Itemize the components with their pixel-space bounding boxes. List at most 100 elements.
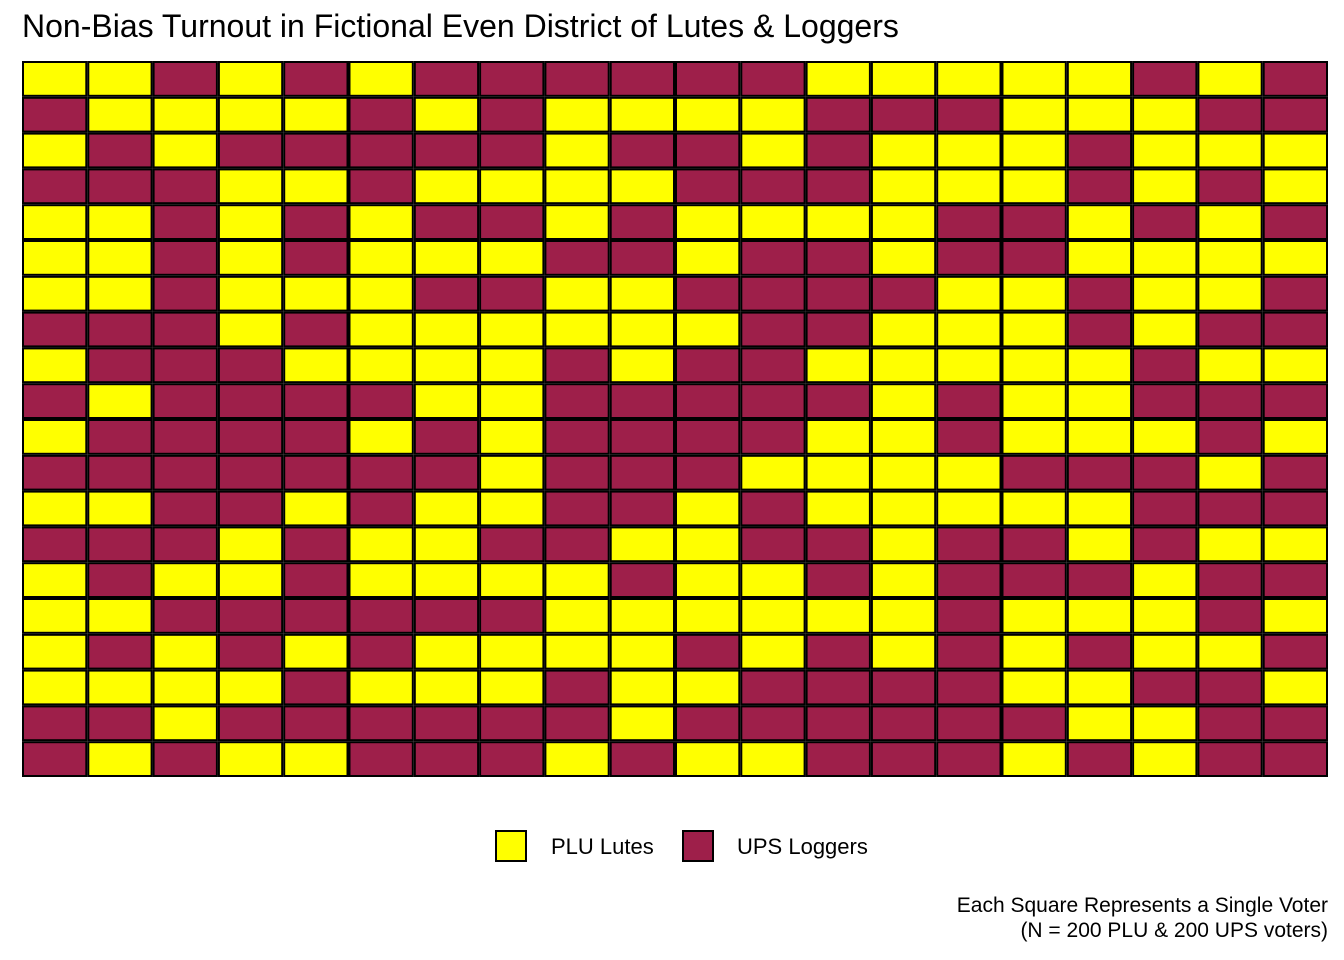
voter-cell xyxy=(348,419,414,455)
voter-cell xyxy=(1262,204,1328,240)
voter-cell xyxy=(870,132,937,169)
voter-cell xyxy=(675,132,741,169)
voter-cell xyxy=(413,96,480,133)
voter-cell xyxy=(609,275,676,312)
voter-cell xyxy=(675,61,741,97)
voter-cell xyxy=(1262,132,1328,169)
voter-cell xyxy=(544,705,610,742)
voter-cell xyxy=(544,240,610,276)
voter-cell xyxy=(870,741,937,777)
voter-cell xyxy=(1197,669,1263,706)
voter-cell xyxy=(283,132,349,169)
voter-cell xyxy=(609,311,676,348)
voter-cell xyxy=(1001,705,1067,742)
voter-cell xyxy=(1197,61,1263,97)
voter-cell xyxy=(22,61,88,97)
voter-cell xyxy=(740,741,806,777)
voter-cell xyxy=(1001,132,1067,169)
voter-cell xyxy=(479,526,545,563)
voter-cell xyxy=(87,490,153,527)
voter-cell xyxy=(87,454,153,491)
voter-cell xyxy=(283,168,349,205)
voter-cell xyxy=(1197,311,1263,348)
voter-cell xyxy=(413,705,480,742)
voter-cell xyxy=(1066,347,1133,384)
voter-cell xyxy=(870,240,937,276)
voter-cell xyxy=(1132,311,1198,348)
voter-cell xyxy=(740,96,806,133)
voter-cell xyxy=(152,633,218,670)
voter-cell xyxy=(283,526,349,563)
voter-cell xyxy=(1262,96,1328,133)
voter-cell xyxy=(152,490,218,527)
voter-cell xyxy=(1132,454,1198,491)
voter-cell xyxy=(283,633,349,670)
voter-cell xyxy=(805,741,871,777)
voter-cell xyxy=(1197,633,1263,670)
voter-cell xyxy=(675,741,741,777)
voter-cell xyxy=(1197,240,1263,276)
voter-cell xyxy=(152,275,218,312)
voter-cell xyxy=(1262,669,1328,706)
voter-cell xyxy=(936,311,1002,348)
voter-cell xyxy=(217,61,284,97)
voter-cell xyxy=(152,240,218,276)
voter-cell xyxy=(413,454,480,491)
voter-cell xyxy=(22,240,88,276)
voter-cell xyxy=(740,61,806,97)
voter-cell xyxy=(870,61,937,97)
voter-cell xyxy=(217,454,284,491)
voter-cell xyxy=(1132,168,1198,205)
voter-cell xyxy=(870,311,937,348)
voter-cell xyxy=(22,419,88,455)
voter-cell xyxy=(1262,275,1328,312)
voter-cell xyxy=(413,132,480,169)
voter-cell xyxy=(283,311,349,348)
voter-cell xyxy=(740,454,806,491)
voter-cell xyxy=(1132,240,1198,276)
voter-cell xyxy=(1197,347,1263,384)
voter-cell xyxy=(87,383,153,420)
voter-cell xyxy=(544,741,610,777)
voter-cell xyxy=(413,347,480,384)
voter-cell xyxy=(1001,490,1067,527)
voter-cell xyxy=(1066,419,1133,455)
voter-cell xyxy=(87,168,153,205)
voter-cell xyxy=(217,204,284,240)
legend-label-ups: UPS Loggers xyxy=(737,834,868,859)
voter-cell xyxy=(22,275,88,312)
voter-cell xyxy=(413,526,480,563)
voter-cell xyxy=(740,490,806,527)
voter-cell xyxy=(217,741,284,777)
voter-cell xyxy=(283,419,349,455)
voter-cell xyxy=(1197,705,1263,742)
voter-cell xyxy=(152,383,218,420)
voter-cell xyxy=(479,454,545,491)
waffle-grid xyxy=(22,61,1328,777)
voter-cell xyxy=(1197,526,1263,563)
voter-cell xyxy=(152,419,218,455)
voter-cell xyxy=(22,705,88,742)
voter-cell xyxy=(740,132,806,169)
voter-cell xyxy=(479,204,545,240)
voter-cell xyxy=(217,240,284,276)
voter-cell xyxy=(936,61,1002,97)
voter-cell xyxy=(479,669,545,706)
voter-cell xyxy=(609,347,676,384)
voter-cell xyxy=(22,454,88,491)
voter-cell xyxy=(1132,61,1198,97)
voter-cell xyxy=(1197,454,1263,491)
voter-cell xyxy=(1197,383,1263,420)
voter-cell xyxy=(870,383,937,420)
voter-cell xyxy=(740,275,806,312)
voter-cell xyxy=(1132,633,1198,670)
voter-cell xyxy=(1262,347,1328,384)
voter-cell xyxy=(348,240,414,276)
voter-cell xyxy=(22,96,88,133)
voter-cell xyxy=(479,705,545,742)
voter-cell xyxy=(936,275,1002,312)
voter-cell xyxy=(544,562,610,599)
voter-cell xyxy=(283,562,349,599)
voter-cell xyxy=(1066,132,1133,169)
voter-cell xyxy=(870,562,937,599)
